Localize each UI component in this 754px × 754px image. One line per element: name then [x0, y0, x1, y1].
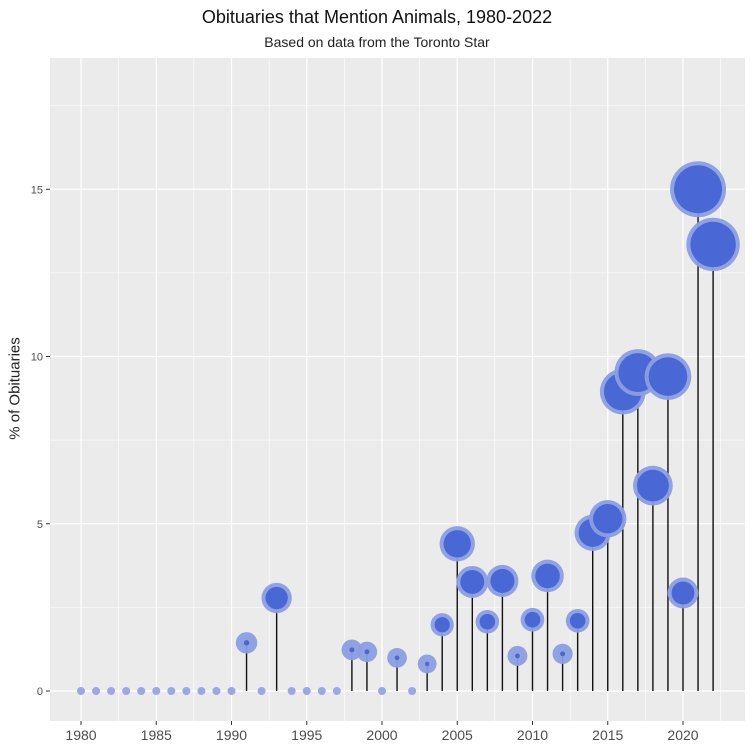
y-tick-label: 5 — [37, 519, 43, 531]
zero-point — [287, 687, 296, 695]
data-points — [77, 161, 740, 695]
zero-point — [77, 687, 85, 695]
zero-point — [332, 687, 341, 695]
zero-point — [197, 687, 206, 695]
zero-point — [137, 687, 146, 695]
point-inner — [443, 530, 471, 558]
x-tick-label: 1990 — [216, 727, 247, 743]
point-inner — [515, 653, 520, 659]
point-inner — [569, 612, 586, 629]
point-inner — [690, 221, 736, 268]
x-tick-label: 1985 — [141, 727, 172, 743]
point-inner — [535, 563, 560, 589]
point-inner — [394, 655, 400, 661]
point-inner — [265, 586, 288, 610]
zero-point — [408, 687, 417, 695]
zero-point — [212, 687, 221, 695]
y-tick-label: 10 — [31, 352, 43, 364]
stems — [245, 189, 714, 691]
y-tick-label: 0 — [37, 686, 43, 698]
zero-point — [317, 687, 326, 695]
x-tick-label: 1995 — [291, 727, 322, 743]
zero-point — [227, 687, 236, 695]
zero-point — [152, 687, 161, 695]
x-tick-label: 2005 — [442, 727, 473, 743]
axes: 1980 1985 1990 1995 2000 2005 2010 2015 2020 0 5 10… — [31, 184, 699, 743]
point-inner — [349, 647, 355, 653]
x-tick-label: 2000 — [366, 727, 397, 743]
point-inner — [460, 569, 485, 594]
zero-point — [107, 687, 116, 695]
point-inner — [560, 651, 566, 657]
zero-point — [257, 687, 266, 695]
zero-point — [167, 687, 176, 695]
x-tick-label: 2020 — [667, 727, 698, 743]
point-inner — [479, 613, 496, 630]
y-tick-label: 15 — [31, 184, 43, 196]
zero-point — [182, 687, 191, 695]
point-inner — [424, 661, 430, 667]
chart-subtitle: Based on data from the Toronto Star — [264, 34, 490, 50]
point-inner — [434, 617, 450, 633]
x-tick-label: 2010 — [517, 727, 548, 743]
point-inner — [674, 165, 723, 214]
point-inner — [637, 469, 669, 502]
point-inner — [593, 504, 623, 534]
point-inner — [524, 611, 541, 628]
x-tick-label: 1980 — [65, 727, 96, 743]
point-inner — [490, 568, 515, 593]
point-inner — [364, 649, 370, 655]
zero-point — [122, 687, 131, 695]
zero-point — [302, 687, 311, 695]
chart-title: Obituaries that Mention Animals, 1980-20… — [201, 7, 553, 27]
x-tick-label: 2015 — [592, 727, 623, 743]
point-inner — [243, 640, 250, 646]
point-inner — [671, 581, 695, 605]
zero-point — [378, 687, 386, 695]
point-inner — [648, 357, 688, 396]
zero-point — [92, 687, 101, 695]
